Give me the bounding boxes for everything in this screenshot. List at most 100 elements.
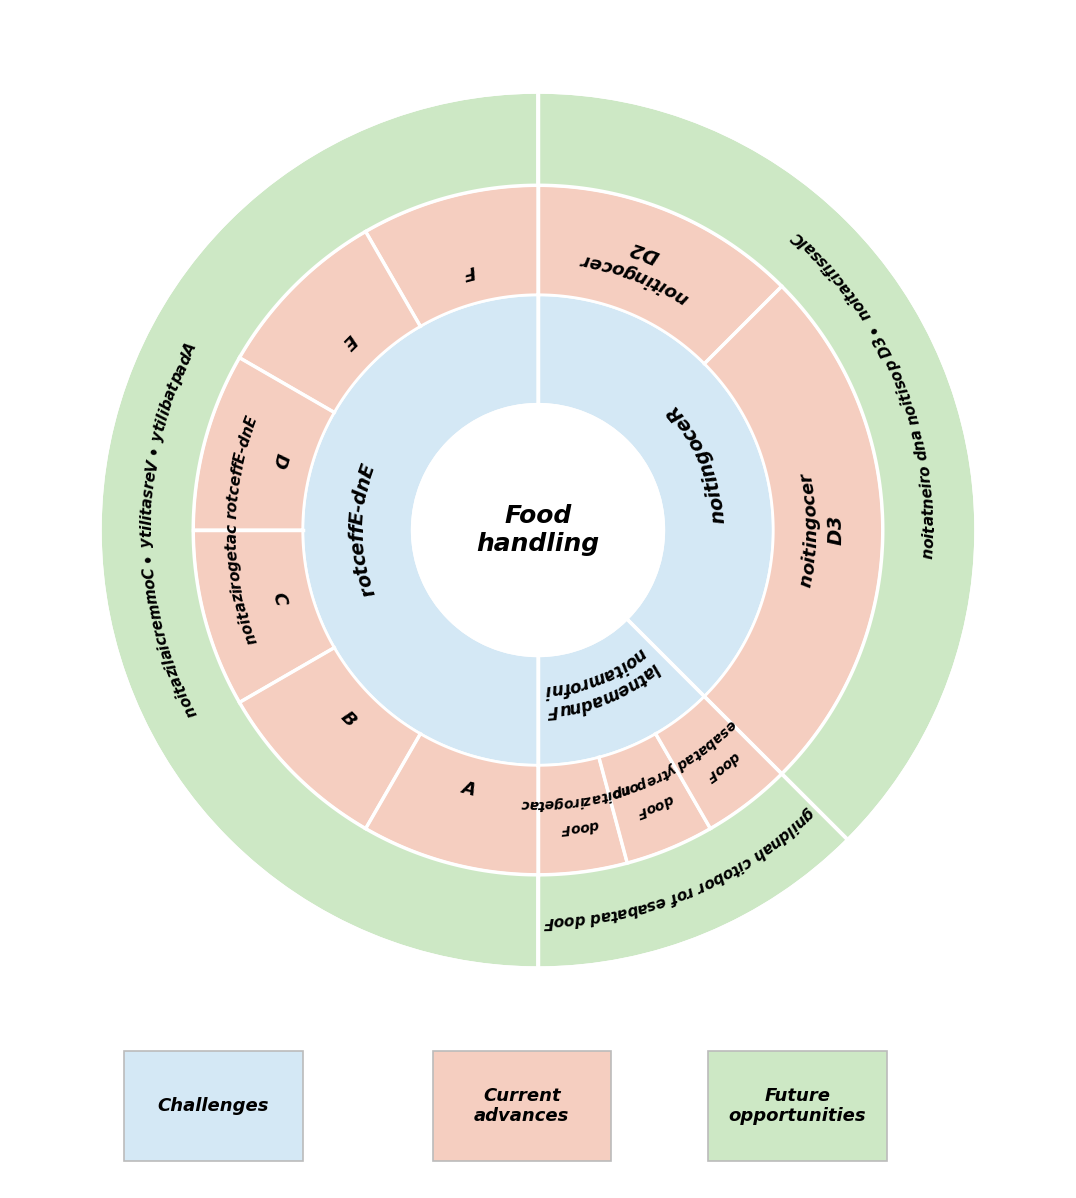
Text: e: e (225, 550, 241, 561)
Text: F: F (561, 821, 571, 836)
Text: F: F (461, 261, 477, 282)
Text: y: y (150, 429, 167, 442)
Text: a: a (759, 839, 776, 857)
Text: E: E (242, 415, 260, 429)
Text: f: f (823, 264, 839, 278)
Text: o: o (354, 571, 376, 589)
Text: o: o (802, 503, 821, 518)
Text: o: o (142, 576, 158, 589)
Text: i: i (139, 525, 154, 531)
Text: a: a (709, 728, 725, 745)
Text: n: n (623, 673, 642, 695)
Text: g: g (691, 446, 714, 466)
Text: i: i (803, 541, 821, 549)
Text: a: a (158, 647, 175, 661)
Text: e: e (798, 480, 819, 496)
Text: t: t (897, 391, 915, 403)
Text: h: h (750, 845, 767, 863)
Text: d: d (572, 912, 585, 927)
Text: •: • (140, 552, 155, 563)
Text: f: f (667, 889, 679, 906)
Text: o: o (178, 694, 195, 709)
Polygon shape (538, 295, 774, 696)
Text: E: E (348, 510, 368, 525)
Text: n: n (921, 497, 936, 509)
Text: b: b (158, 397, 176, 412)
Text: o: o (563, 794, 574, 810)
Text: d: d (176, 351, 195, 368)
Text: f: f (561, 678, 571, 697)
Text: d: d (236, 435, 253, 449)
Text: r: r (152, 627, 168, 637)
Text: a: a (168, 673, 186, 689)
Text: t: t (649, 273, 664, 294)
Text: f: f (229, 467, 245, 477)
Text: a: a (682, 750, 697, 767)
Text: t: t (236, 610, 252, 621)
Text: o: o (239, 621, 256, 635)
Text: D: D (826, 528, 846, 545)
Text: A: A (181, 341, 200, 358)
Text: e: e (672, 412, 695, 435)
Text: e: e (643, 772, 659, 788)
Text: E: E (356, 461, 379, 480)
Text: t: t (226, 494, 241, 502)
Text: n: n (803, 528, 821, 541)
Text: r: r (571, 794, 580, 809)
Text: t: t (599, 788, 609, 804)
Text: d: d (775, 825, 792, 845)
Text: n: n (855, 305, 874, 323)
Text: -: - (235, 444, 251, 455)
Text: c: c (226, 484, 242, 496)
Text: a: a (232, 600, 250, 613)
Text: •: • (864, 319, 881, 335)
Text: c: c (831, 272, 848, 289)
Text: i: i (734, 858, 746, 873)
Text: d: d (589, 909, 601, 926)
Text: o: o (227, 569, 243, 582)
Text: g: g (226, 559, 242, 571)
Text: i: i (847, 294, 862, 305)
Text: b: b (709, 869, 726, 887)
Text: n: n (905, 412, 922, 426)
Text: i: i (801, 555, 820, 563)
Text: l: l (647, 659, 663, 677)
Text: i: i (578, 793, 585, 807)
Text: F: F (546, 701, 558, 719)
Text: E: E (338, 329, 359, 351)
Text: e: e (920, 486, 935, 498)
Text: n: n (567, 697, 583, 716)
Text: t: t (166, 381, 182, 393)
Text: o: o (621, 651, 640, 672)
Text: i: i (643, 271, 656, 290)
Text: o: o (718, 755, 734, 772)
Text: 2: 2 (627, 237, 647, 260)
Text: t: t (633, 668, 649, 688)
Text: a: a (801, 240, 819, 258)
Polygon shape (538, 92, 976, 840)
Text: o: o (700, 873, 717, 891)
Text: a: a (922, 515, 937, 526)
Text: e: e (544, 797, 554, 811)
Text: i: i (820, 260, 835, 273)
Text: n: n (619, 781, 632, 798)
Text: e: e (227, 474, 244, 486)
Text: e: e (721, 718, 738, 734)
Polygon shape (302, 295, 538, 766)
Text: d: d (350, 488, 371, 506)
Text: a: a (598, 907, 611, 924)
Text: p: p (611, 783, 625, 800)
Text: Food
handling: Food handling (477, 504, 599, 556)
Text: Current
advances: Current advances (475, 1087, 569, 1125)
Text: E: E (231, 452, 249, 465)
Text: m: m (585, 667, 608, 691)
Text: f: f (230, 461, 246, 471)
Polygon shape (194, 530, 335, 702)
Text: n: n (629, 643, 650, 665)
Text: a: a (224, 533, 239, 544)
Text: o: o (719, 864, 735, 882)
Text: Challenges: Challenges (158, 1097, 269, 1115)
Text: i: i (156, 642, 172, 652)
Text: i: i (787, 819, 801, 834)
Text: s: s (808, 247, 825, 264)
